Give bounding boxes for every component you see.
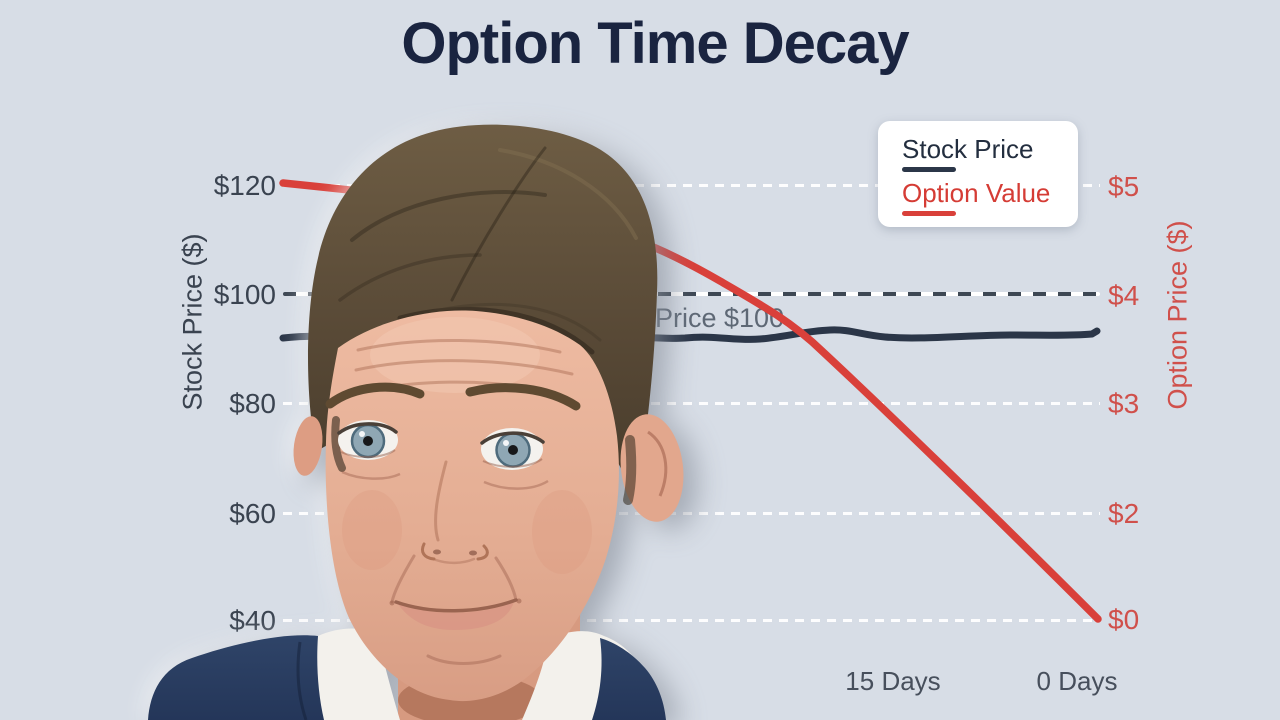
left-eye bbox=[337, 420, 401, 480]
right-cheek bbox=[532, 490, 592, 574]
legend-label-option-value: Option Value bbox=[902, 178, 1051, 208]
legend: Stock Price Option Value bbox=[878, 121, 1078, 227]
x-tick-0-days: 0 Days bbox=[1036, 666, 1118, 696]
right-axis-title: Option Price ($) bbox=[1162, 220, 1193, 410]
right-eyebrow bbox=[465, 383, 581, 411]
gridline-40 bbox=[283, 619, 1100, 622]
gridline-80 bbox=[283, 402, 1100, 405]
legend-label-stock-price: Stock Price bbox=[902, 134, 1034, 164]
eyebrows bbox=[325, 382, 581, 411]
mouth bbox=[389, 598, 522, 630]
left-eyebrow bbox=[325, 382, 425, 409]
suit-jacket bbox=[148, 635, 666, 720]
legend-swatch-option-value bbox=[902, 211, 956, 216]
left-sideburn bbox=[331, 416, 346, 472]
right-ear bbox=[620, 414, 684, 522]
hair-strands bbox=[338, 146, 638, 355]
left-tick-40: $40 bbox=[229, 605, 276, 636]
page-title: Option Time Decay bbox=[401, 11, 909, 76]
legend-swatch-stock-price bbox=[902, 167, 956, 172]
chin-crease bbox=[426, 654, 502, 665]
left-ear bbox=[293, 416, 323, 476]
right-tick-3: $3 bbox=[1108, 388, 1140, 419]
smile-lines bbox=[390, 554, 518, 604]
x-tick-15-days: 15 Days bbox=[845, 666, 941, 696]
gridline-60 bbox=[283, 512, 1100, 515]
left-cheek bbox=[342, 490, 402, 570]
presenter-portrait bbox=[148, 124, 684, 720]
left-tick-60: $60 bbox=[229, 498, 276, 529]
right-tick-0: $0 bbox=[1108, 604, 1140, 635]
right-tick-2: $2 bbox=[1108, 498, 1140, 529]
strike-price-dashed-line bbox=[283, 292, 1100, 296]
left-tick-100: $100 bbox=[213, 279, 276, 310]
right-tick-4: $4 bbox=[1108, 280, 1140, 311]
right-tick-5: $5 bbox=[1108, 171, 1140, 202]
forehead-highlight bbox=[370, 317, 540, 393]
gridline-120 bbox=[283, 184, 1100, 187]
right-sideburn bbox=[623, 435, 637, 505]
nose bbox=[420, 460, 489, 565]
right-eye bbox=[480, 428, 549, 490]
left-tick-80: $80 bbox=[229, 388, 276, 419]
left-tick-120: $120 bbox=[213, 170, 276, 201]
